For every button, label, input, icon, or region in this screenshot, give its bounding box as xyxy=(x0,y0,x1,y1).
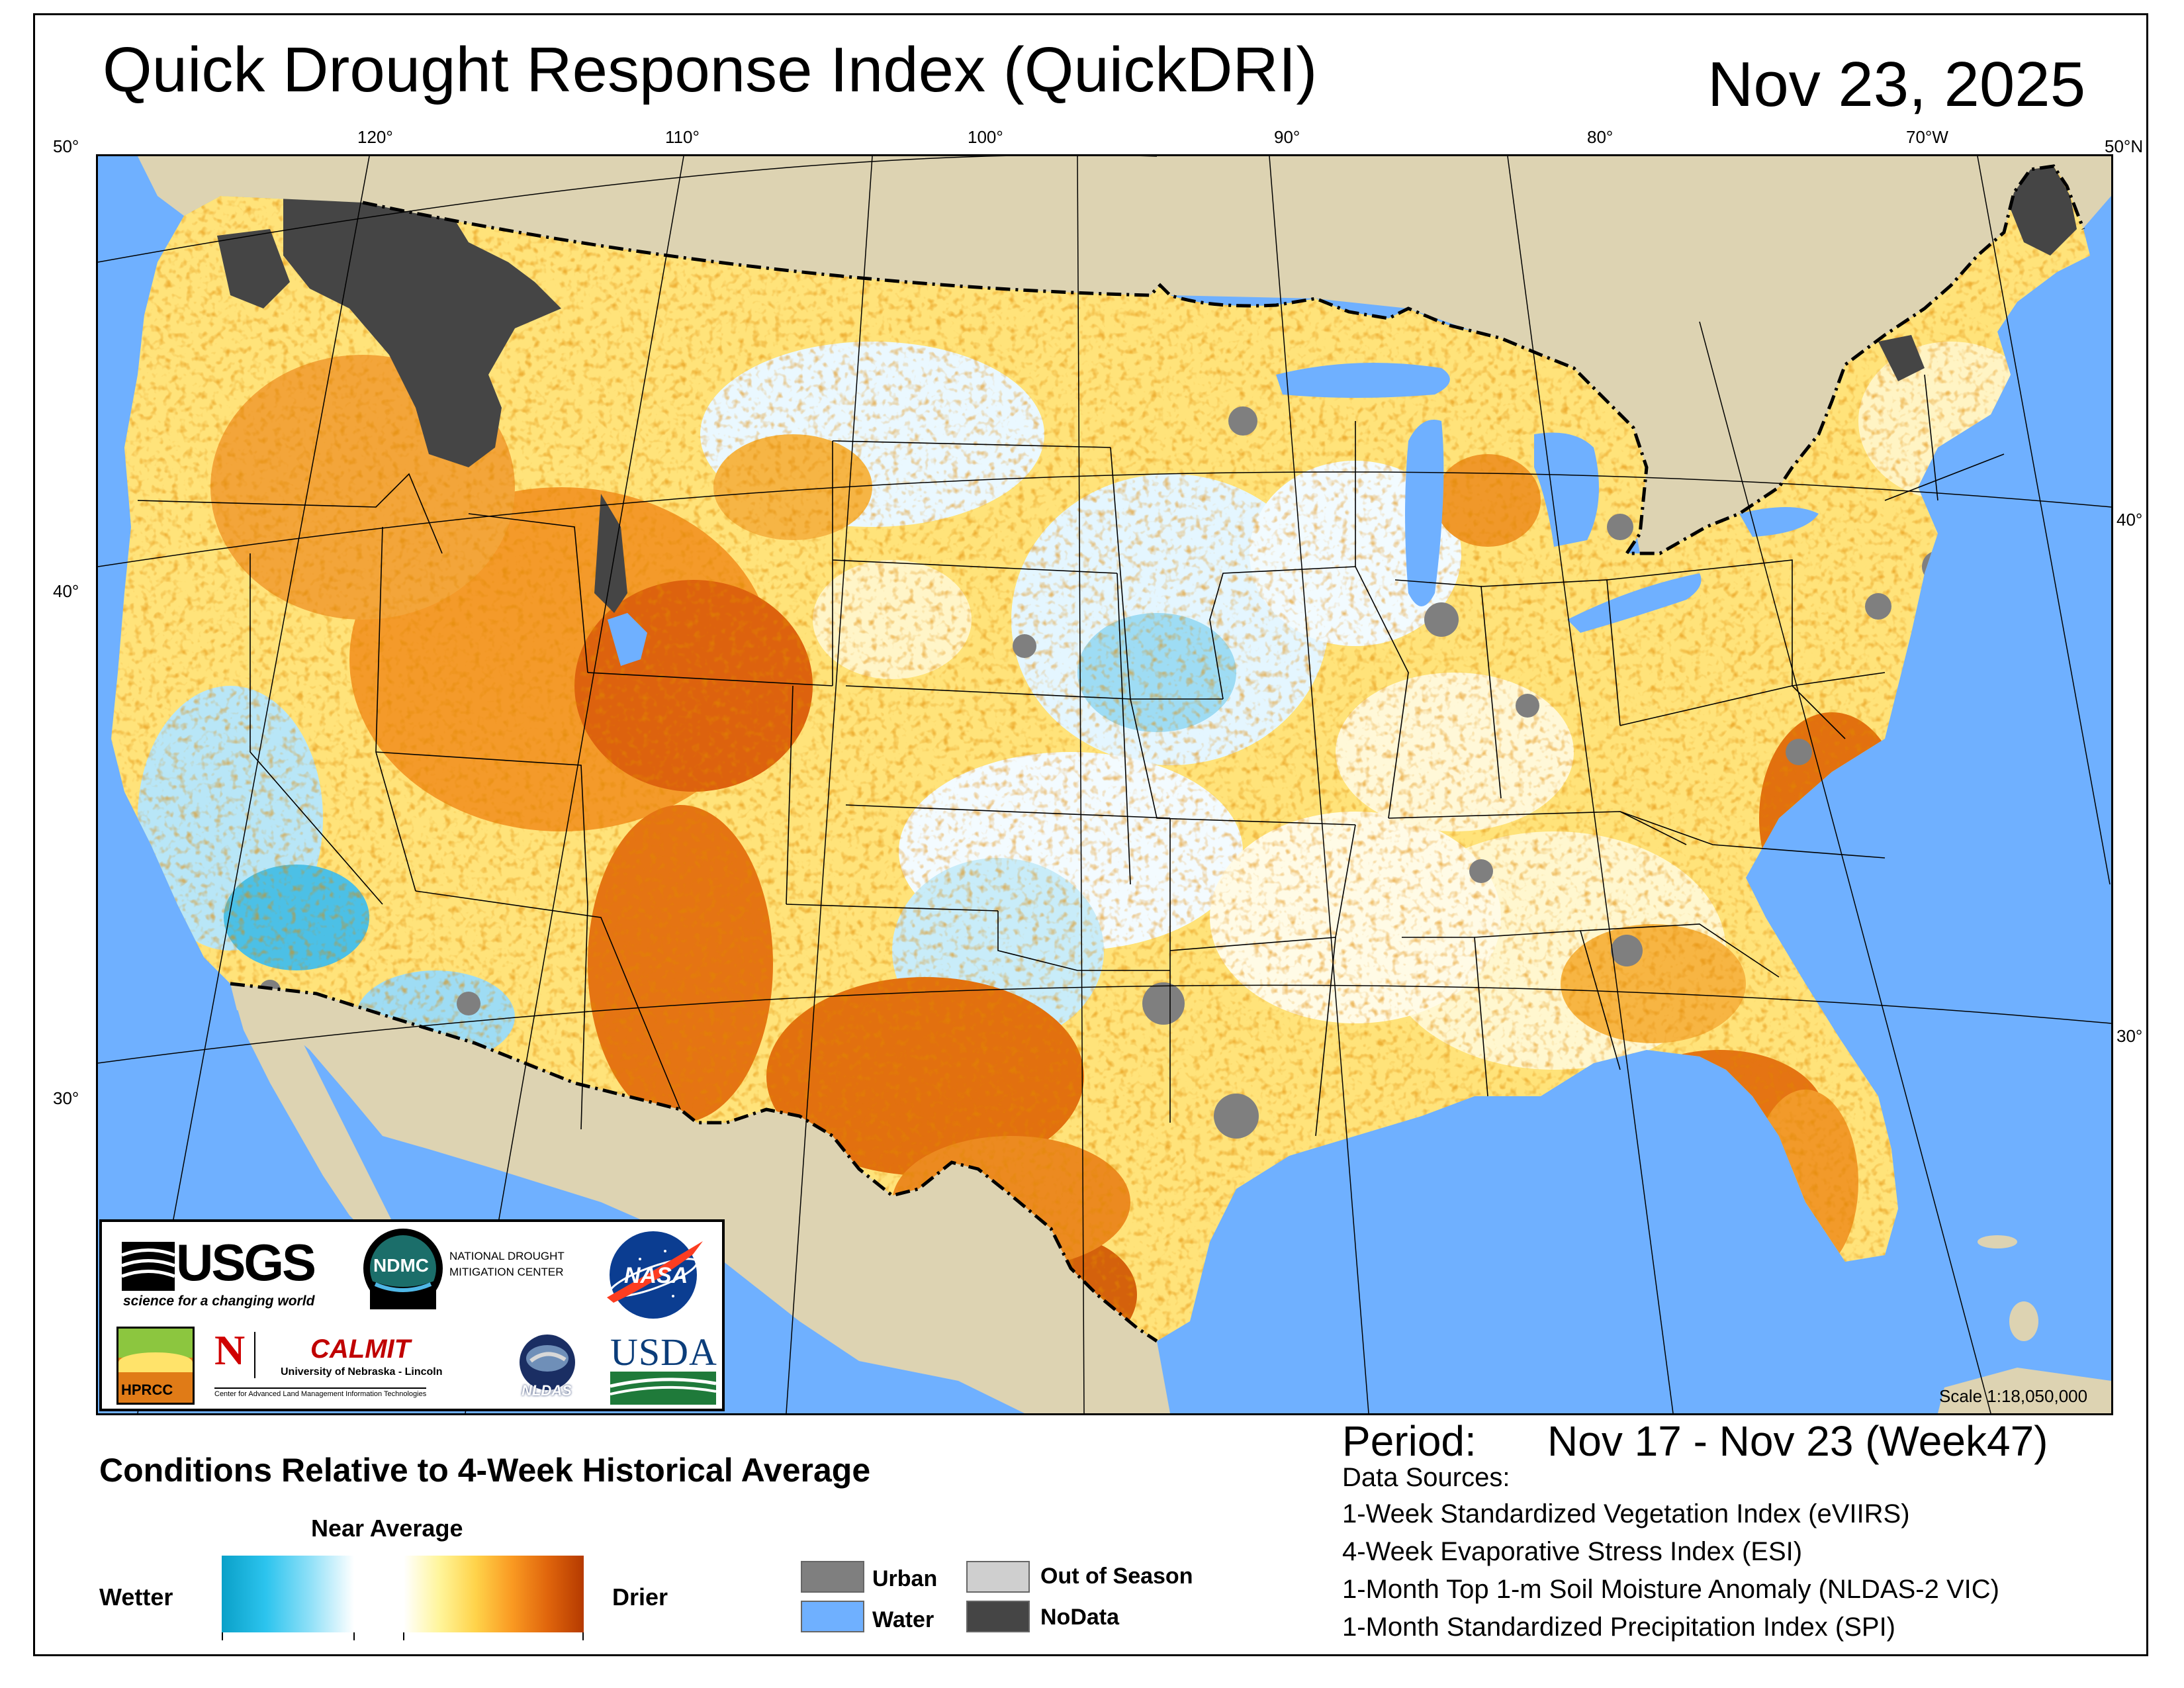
legend-water-label: Water xyxy=(872,1607,934,1632)
nldas-logo: NLDAS xyxy=(518,1321,577,1407)
urban-area xyxy=(1142,982,1185,1025)
urban-area xyxy=(1013,634,1036,658)
calmit-logo: N CALMIT University of Nebraska - Lincol… xyxy=(214,1329,492,1402)
urban-area xyxy=(1786,739,1812,765)
ndmc-logo: NDMC NATIONAL DROUGHT MITIGATION CENTER xyxy=(362,1227,565,1313)
nldas-wordmark: NLDAS xyxy=(522,1382,572,1399)
page-frame xyxy=(33,13,2148,1656)
hprcc-sun-icon xyxy=(118,1352,193,1372)
urban-area xyxy=(1214,1094,1259,1139)
unl-n-icon: N xyxy=(214,1327,246,1374)
great-salt-lake xyxy=(608,613,647,666)
legend-wetter-label: Wetter xyxy=(99,1583,173,1611)
nasa-logo: NASA xyxy=(600,1225,706,1324)
legend-nodata-swatch xyxy=(966,1601,1030,1632)
lat-label-50n-right: 50°N xyxy=(2105,136,2144,156)
legend-out-of-season-swatch xyxy=(966,1561,1030,1593)
bahamas-island xyxy=(1978,1235,2017,1248)
lake-michigan xyxy=(1405,420,1444,606)
legend-out-of-season-label: Out of Season xyxy=(1040,1564,1193,1589)
urban-area xyxy=(457,992,480,1015)
drought-map xyxy=(96,154,2113,1415)
usda-logo: USDA xyxy=(610,1331,717,1407)
baja-land xyxy=(230,984,396,1242)
urban-area xyxy=(1611,935,1643,966)
legend-heading: Conditions Relative to 4-Week Historical… xyxy=(99,1452,871,1489)
urban-area xyxy=(1516,694,1539,718)
legend-drier-color-ramp xyxy=(404,1556,584,1632)
lon-label-70w: 70°W xyxy=(1906,127,1948,147)
nldas-globe-icon xyxy=(520,1335,575,1390)
lat-label-40-right: 40° xyxy=(2116,510,2143,530)
nodata-region xyxy=(283,196,561,467)
canada-land xyxy=(98,156,2111,580)
legend-near-average-label: Near Average xyxy=(311,1515,463,1542)
map-scale: Scale 1:18,050,000 xyxy=(1939,1386,2088,1406)
lake-huron xyxy=(1534,432,1599,547)
calmit-wordmark: CALMIT xyxy=(310,1335,411,1364)
data-sources-title: Data Sources: xyxy=(1342,1463,1510,1492)
legend-drier-label: Drier xyxy=(612,1583,668,1611)
urban-area xyxy=(1469,859,1493,883)
lake-superior xyxy=(1276,363,1450,398)
nodata-region xyxy=(1878,335,1925,381)
ndmc-name-line1: NATIONAL DROUGHT xyxy=(449,1250,565,1262)
bahamas-island xyxy=(2009,1301,2038,1341)
lat-label-50-left: 50° xyxy=(53,136,79,156)
period-label: Period: xyxy=(1342,1417,1477,1465)
legend-water-swatch xyxy=(801,1601,864,1632)
graticule xyxy=(98,156,2111,1413)
data-source-item: 1-Week Standardized Vegetation Index (eV… xyxy=(1342,1499,1910,1528)
legend-wetter-color-ramp xyxy=(222,1556,354,1632)
nodata-region xyxy=(2011,166,2077,256)
nodata-region xyxy=(594,494,627,613)
legend-ramp-ticks xyxy=(222,1632,584,1640)
calmit-university: University of Nebraska - Lincoln xyxy=(281,1366,443,1378)
map-date: Nov 23, 2025 xyxy=(1707,49,2086,120)
map-title: Quick Drought Response Index (QuickDRI) xyxy=(103,34,1318,105)
lon-label-90: 90° xyxy=(1274,127,1300,147)
lat-label-30-left: 30° xyxy=(53,1088,79,1108)
urban-area xyxy=(1424,602,1459,637)
lon-label-110: 110° xyxy=(665,127,700,147)
data-source-item: 4-Week Evaporative Stress Index (ESI) xyxy=(1342,1537,1803,1566)
usgs-wordmark: USGS xyxy=(176,1233,316,1291)
partner-logos-panel: USGS science for a changing world NDMC N… xyxy=(99,1219,725,1411)
urban-area xyxy=(1607,514,1633,540)
lat-label-40-left: 40° xyxy=(53,581,79,601)
lon-label-120: 120° xyxy=(357,127,393,147)
us-mexico-border xyxy=(230,982,1158,1343)
nasa-wordmark: NASA xyxy=(624,1263,688,1288)
legend-urban-label: Urban xyxy=(872,1566,938,1591)
usgs-tagline: science for a changing world xyxy=(123,1293,315,1309)
data-source-item: 1-Month Top 1-m Soil Moisture Anomaly (N… xyxy=(1342,1575,1999,1604)
usda-field-icon xyxy=(610,1372,716,1405)
nasa-meatball-icon xyxy=(607,1231,703,1319)
state-boundaries xyxy=(137,374,2005,1137)
ndmc-globe-icon xyxy=(363,1229,443,1309)
hprcc-wordmark: HPRCC xyxy=(121,1382,173,1398)
lon-label-100: 100° xyxy=(968,127,1003,147)
usgs-logo: USGS science for a changing world xyxy=(122,1237,320,1313)
us-canada-border xyxy=(362,164,2085,555)
lake-ontario xyxy=(1739,507,1819,537)
nodata-region xyxy=(217,229,290,308)
calmit-center-name: Center for Advanced Land Management Info… xyxy=(214,1387,427,1398)
usda-wordmark: USDA xyxy=(610,1331,717,1374)
legend-urban-swatch xyxy=(801,1561,864,1593)
period-value: Nov 17 - Nov 23 (Week47) xyxy=(1547,1417,2048,1465)
lon-label-80: 80° xyxy=(1587,127,1614,147)
lat-label-30-right: 30° xyxy=(2116,1026,2143,1046)
data-source-item: 1-Month Standardized Precipitation Index… xyxy=(1342,1613,1895,1642)
urban-area xyxy=(1865,593,1891,620)
hprcc-logo: HPRCC xyxy=(116,1327,195,1405)
legend-nodata-label: NoData xyxy=(1040,1605,1120,1630)
usgs-wave-icon xyxy=(122,1242,175,1291)
ndmc-acronym: NDMC xyxy=(373,1255,429,1276)
mexico-land xyxy=(230,984,1170,1413)
urban-area xyxy=(1228,406,1257,436)
ndmc-name-line2: MITIGATION CENTER xyxy=(449,1266,564,1278)
lake-erie xyxy=(1567,573,1702,633)
